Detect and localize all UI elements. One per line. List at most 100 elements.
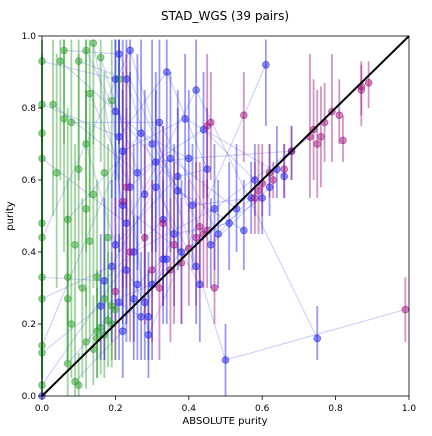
purple-point (196, 223, 204, 231)
blue-point (225, 219, 233, 228)
connection-line (41, 88, 318, 339)
purple-point (339, 136, 347, 145)
blue-point (196, 280, 204, 289)
blue-point (240, 226, 248, 235)
blue-point (100, 276, 109, 285)
green-point (89, 190, 98, 199)
blue-point (137, 312, 145, 321)
green-point (100, 169, 109, 177)
purple-point (210, 284, 219, 292)
green-point (56, 57, 65, 65)
green-point (82, 46, 90, 55)
blue-point (262, 61, 270, 69)
blue-point (177, 248, 186, 256)
blue-point (144, 330, 153, 339)
purple-point (111, 287, 120, 296)
blue-point (313, 334, 322, 343)
x-tick-label: 0.4 (182, 404, 197, 414)
purple-point (155, 284, 164, 292)
blue-point (122, 266, 131, 274)
x-tick-label: 0.0 (35, 404, 50, 414)
blue-point (173, 187, 182, 195)
blue-point (265, 183, 274, 192)
green-point (60, 46, 68, 55)
green-point (74, 381, 83, 390)
blue-point (118, 327, 127, 336)
purple-point (335, 111, 344, 119)
y-tick-label: 0.0 (22, 392, 37, 402)
blue-point (166, 154, 175, 163)
blue-point (258, 194, 267, 202)
blue-point (118, 147, 127, 156)
blue-point (129, 294, 138, 303)
blue-point (151, 183, 160, 192)
y-tick-label: 0.2 (22, 320, 36, 330)
blue-point (122, 219, 131, 228)
green-point (82, 338, 90, 346)
connection-line (71, 121, 278, 236)
green-point (96, 53, 105, 62)
chart-title: STAD_WGS (39 pairs) (161, 9, 289, 23)
connection-line (41, 251, 182, 354)
green-point (52, 169, 61, 177)
purple-point (118, 197, 127, 206)
x-axis-label: ABSOLUTE purity (182, 416, 267, 427)
blue-point (140, 298, 149, 307)
x-tick-label: 0.8 (328, 404, 343, 414)
green-point (67, 118, 76, 127)
y-tick-label: 0.4 (22, 248, 37, 258)
purple-point (357, 86, 366, 94)
blue-point (133, 169, 142, 177)
x-tick-label: 0.2 (108, 404, 122, 414)
purple-point (254, 187, 263, 195)
blue-point (122, 75, 131, 83)
blue-point (111, 75, 120, 83)
green-point (89, 39, 98, 47)
connection-line (92, 43, 263, 253)
green-point (104, 233, 112, 242)
connection-line (41, 185, 197, 300)
blue-point (148, 140, 156, 148)
blue-point (115, 50, 123, 58)
green-point (82, 140, 90, 148)
green-point (74, 57, 83, 65)
green-point (60, 115, 68, 123)
data-points (38, 39, 410, 400)
green-point (63, 273, 72, 282)
connection-line (85, 50, 252, 206)
green-point (100, 294, 109, 303)
blue-point (96, 302, 105, 310)
blue-point (192, 86, 200, 94)
blue-point (251, 176, 259, 184)
purple-point (364, 79, 373, 87)
blue-point (111, 241, 120, 249)
green-point (74, 165, 83, 174)
y-tick-label: 1.0 (22, 32, 37, 42)
y-axis-ticks: 0.0 0.2 0.4 0.6 0.8 1.0 (22, 32, 42, 402)
purple-point (159, 219, 167, 228)
green-point (85, 89, 94, 98)
blue-point (173, 172, 182, 181)
green-point (63, 215, 72, 224)
blue-point (133, 280, 142, 289)
y-tick-label: 0.6 (22, 176, 37, 186)
blue-point (140, 190, 149, 199)
purple-point (313, 140, 322, 148)
blue-point (210, 205, 219, 213)
purple-point (401, 305, 410, 314)
green-point (63, 294, 72, 303)
purple-point (126, 248, 134, 256)
purple-point (207, 118, 215, 127)
y-tick-label: 0.8 (22, 104, 37, 114)
blue-point (115, 298, 123, 307)
purple-point (148, 266, 156, 274)
blue-point (162, 68, 171, 76)
purple-point (269, 176, 278, 184)
blue-point (214, 230, 222, 238)
blue-point (126, 46, 134, 55)
blue-point (207, 241, 215, 249)
blue-point (151, 158, 160, 166)
blue-point (188, 201, 197, 210)
x-tick-label: 1.0 (402, 404, 417, 414)
